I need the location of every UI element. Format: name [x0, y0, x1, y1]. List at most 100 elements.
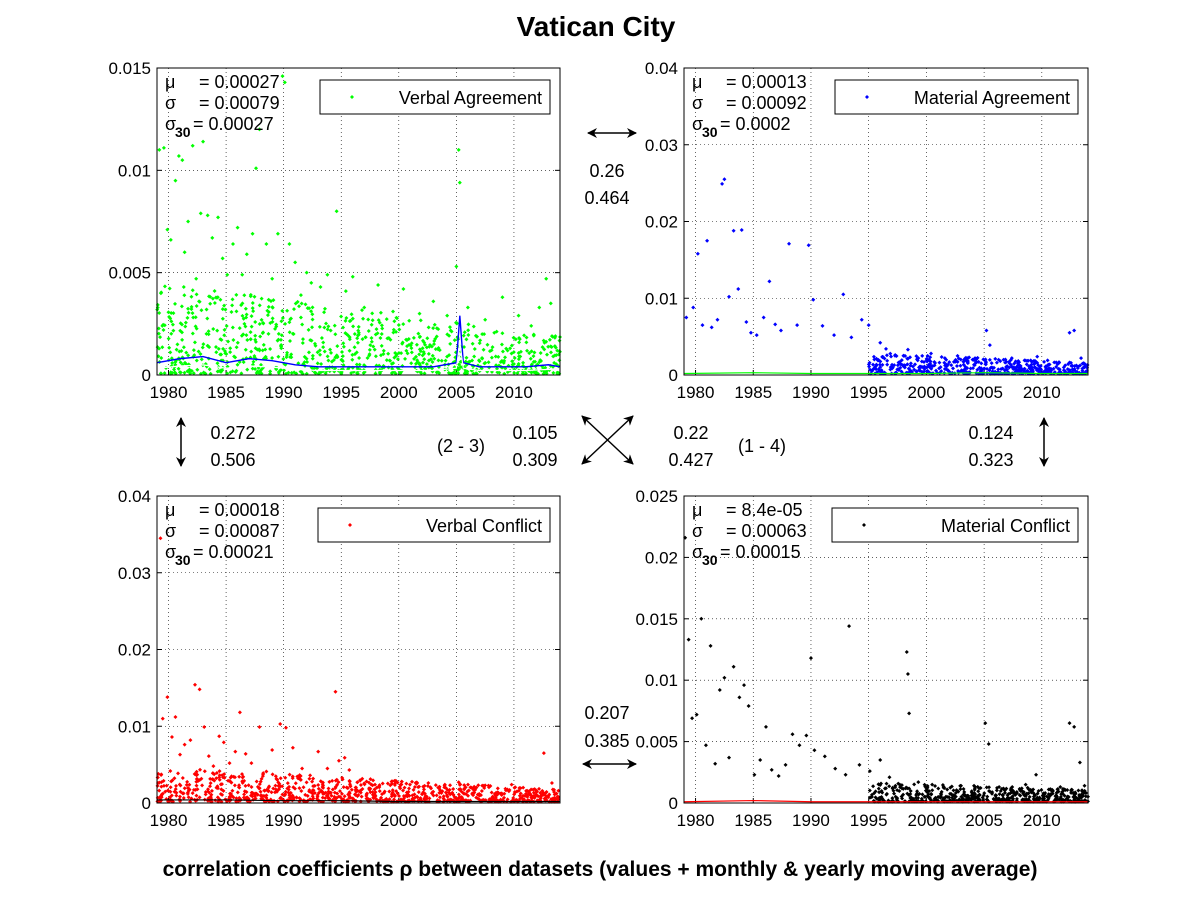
data-point	[169, 779, 174, 784]
data-point	[173, 787, 178, 792]
data-point	[898, 785, 903, 790]
x-tick-label: 1980	[677, 383, 715, 402]
data-point	[327, 796, 332, 801]
data-point	[420, 346, 425, 351]
data-point	[235, 340, 240, 345]
data-point	[961, 786, 966, 791]
data-point	[916, 795, 921, 800]
data-point	[509, 343, 514, 348]
data-point	[713, 761, 718, 766]
data-point	[476, 783, 481, 788]
data-point	[812, 748, 817, 753]
data-point	[177, 782, 182, 787]
data-point	[420, 792, 425, 797]
arrow-diagonal-2	[581, 415, 634, 465]
data-point	[407, 786, 412, 791]
data-point	[359, 794, 364, 799]
data-point	[512, 370, 517, 375]
data-point	[190, 331, 195, 336]
data-point	[186, 310, 191, 315]
data-point	[348, 795, 353, 800]
data-point	[897, 782, 902, 787]
data-point	[355, 371, 360, 376]
data-point	[192, 353, 197, 358]
data-point	[349, 370, 354, 375]
data-point	[965, 358, 970, 363]
data-point	[1043, 364, 1048, 369]
data-point	[787, 241, 792, 246]
panel-verbal-agreement: 0 0.005 0.01 0.015 1980 1985 1990 1995 2000 2005 2…	[108, 59, 562, 402]
stat-sigma30-subscript: 30	[702, 124, 718, 140]
y-tick-label: 0	[142, 366, 151, 385]
data-point	[322, 791, 327, 796]
data-point	[203, 792, 208, 797]
data-point	[441, 794, 446, 799]
data-point	[182, 786, 187, 791]
data-point	[531, 333, 536, 338]
data-point	[884, 346, 888, 351]
axes-frame	[156, 67, 561, 376]
data-point	[350, 357, 355, 362]
data-point	[517, 340, 522, 345]
data-point	[161, 778, 166, 783]
data-point	[540, 788, 545, 793]
data-point	[222, 775, 227, 780]
data-point	[159, 784, 164, 789]
data-point	[190, 791, 195, 796]
data-point	[538, 351, 543, 356]
data-point	[463, 368, 468, 373]
data-point	[276, 354, 281, 359]
data-point	[241, 316, 246, 321]
data-point	[177, 794, 182, 799]
data-point	[312, 341, 317, 346]
data-point	[742, 683, 747, 688]
data-point	[525, 348, 530, 353]
data-point	[346, 333, 351, 338]
data-point	[211, 764, 216, 769]
data-point	[501, 360, 506, 365]
data-point	[516, 313, 521, 318]
data-point	[430, 353, 435, 358]
data-point	[443, 358, 448, 363]
data-point	[333, 689, 338, 694]
y-tick-label: 0.005	[635, 733, 678, 752]
data-point	[285, 781, 290, 786]
data-point	[945, 795, 950, 800]
data-point	[905, 362, 910, 367]
data-point	[555, 348, 560, 353]
data-point	[169, 793, 174, 798]
data-point	[548, 301, 553, 306]
data-point	[350, 352, 355, 357]
data-point	[208, 301, 213, 306]
data-point	[465, 371, 470, 376]
data-point	[202, 725, 207, 730]
data-point	[1023, 782, 1028, 787]
data-point	[896, 360, 901, 365]
data-point	[393, 793, 398, 798]
data-point	[884, 353, 889, 358]
data-point	[317, 324, 322, 329]
data-point	[871, 784, 876, 789]
data-point	[984, 328, 989, 333]
data-point	[1000, 792, 1005, 797]
data-point	[500, 349, 505, 354]
stat-sigma30-value: = 0.00021	[193, 542, 274, 562]
data-point	[917, 368, 922, 373]
data-point	[1067, 721, 1072, 726]
data-point	[206, 332, 211, 337]
data-point	[341, 344, 346, 349]
data-point	[951, 359, 956, 364]
data-point	[1071, 794, 1076, 799]
data-point	[220, 256, 225, 261]
data-point	[384, 317, 389, 322]
data-point	[885, 362, 890, 367]
data-point	[275, 231, 280, 236]
data-point	[222, 333, 227, 338]
corr-diag-right-label: (1 - 4)	[738, 436, 786, 456]
x-tick-label: 1990	[792, 811, 830, 830]
corr-bottom-b: 0.385	[584, 731, 629, 751]
data-point	[234, 345, 239, 350]
data-point	[240, 772, 245, 777]
data-point	[471, 324, 476, 329]
data-point	[426, 325, 431, 330]
